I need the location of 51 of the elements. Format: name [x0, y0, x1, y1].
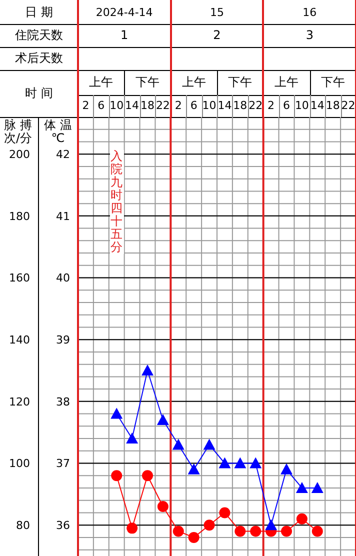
y2-tick-label: 41	[56, 210, 70, 223]
y-tick-label: 80	[16, 518, 30, 532]
text: 住院天数	[14, 27, 64, 44]
text: 上午	[273, 74, 300, 91]
y2-tick-label: 42	[56, 148, 70, 162]
x-tick-label: 22	[248, 99, 263, 112]
y-tick-label: 160	[9, 272, 30, 285]
x-tick-label: 18	[140, 99, 154, 112]
y-tick-label: 200	[9, 148, 30, 162]
y-tick-label: 120	[9, 395, 30, 408]
text: 15	[208, 4, 225, 20]
x-tick-label: 22	[156, 99, 170, 112]
y2-tick-label: 36	[56, 518, 70, 532]
text: 日 期	[24, 4, 54, 20]
text: 16	[302, 4, 318, 20]
x-tick-label: 14	[310, 99, 324, 112]
y-tick-label: 180	[9, 210, 30, 223]
x-tick-label: 10	[294, 99, 309, 112]
x-tick-label: 22	[341, 99, 356, 112]
text: 下午	[134, 74, 160, 91]
x-tick-label: 10	[110, 99, 124, 112]
text: 2024-4-14	[94, 4, 154, 20]
x-tick-label: 6	[283, 99, 290, 112]
x-tick-label: 2	[268, 99, 275, 112]
y-tick-label: 140	[9, 333, 30, 346]
x-tick-label: 14	[218, 99, 232, 112]
x-tick-label: 18	[326, 99, 340, 112]
annotation: 入院九时四十五分	[110, 149, 124, 254]
text: 下午	[320, 74, 346, 91]
text: 2	[212, 27, 222, 44]
x-tick-label: 2	[174, 99, 182, 112]
text: 1	[120, 27, 130, 44]
y2-tick-label: 37	[56, 457, 70, 470]
text: 术后天数	[14, 50, 64, 67]
text: 下午	[227, 74, 254, 91]
y-tick-label: 100	[9, 457, 30, 470]
text: 上午	[88, 74, 114, 91]
y2-tick-label: 39	[56, 333, 70, 346]
text: 上午	[180, 74, 207, 91]
x-tick-label: 6	[98, 99, 105, 112]
y-axis-title: 脉 搏次/分	[2, 118, 34, 147]
y2-tick-label: 38	[56, 395, 70, 408]
x-tick-label: 2	[82, 99, 90, 112]
y2-tick-label: 40	[56, 272, 70, 285]
x-tick-label: 6	[190, 99, 198, 112]
x-tick-label: 10	[202, 99, 216, 112]
text: 3	[304, 27, 314, 44]
x-tick-label: 14	[125, 99, 140, 112]
x-tick-label: 18	[233, 99, 248, 112]
x-axis-title: 时 间	[4, 80, 74, 106]
y2-axis-title: 体 温℃	[43, 118, 73, 147]
